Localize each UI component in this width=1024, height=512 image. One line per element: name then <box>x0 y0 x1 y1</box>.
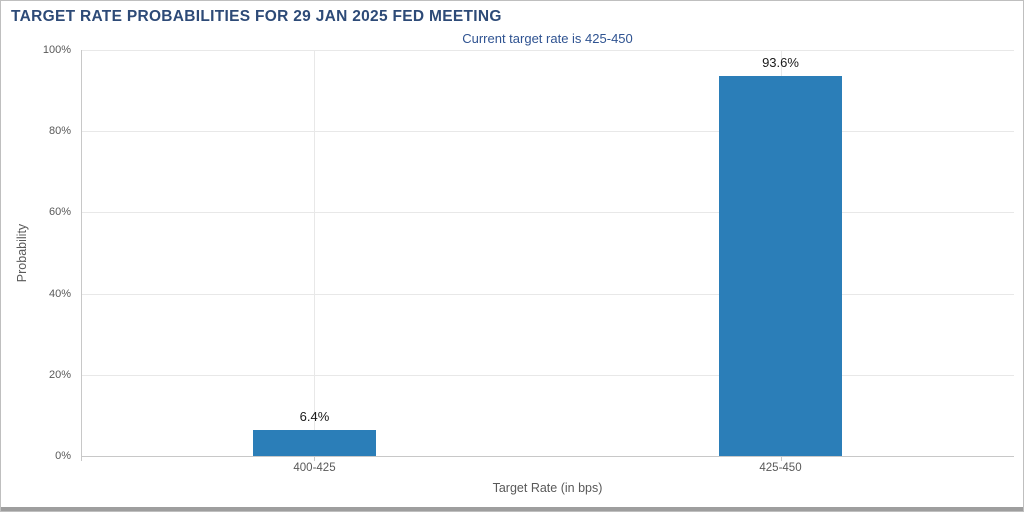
x-gridline <box>314 50 315 456</box>
bar-400-425[interactable] <box>253 430 376 456</box>
x-axis-title: Target Rate (in bps) <box>492 481 603 495</box>
y-tick-label: 60% <box>48 206 71 219</box>
bar-value-label: 93.6% <box>762 55 799 70</box>
bar-425-450[interactable] <box>719 76 842 456</box>
y-tick-label: 0% <box>55 450 71 462</box>
y-gridline <box>82 131 1014 133</box>
x-tick-label: 425-450 <box>759 462 802 474</box>
y-axis-line <box>81 50 82 461</box>
bottom-border <box>1 507 1023 511</box>
plot-area: 6.4% 93.6% <box>81 50 1014 456</box>
y-gridline <box>82 374 1014 376</box>
y-gridline <box>82 293 1014 295</box>
x-tick-mark <box>314 456 315 461</box>
y-tick-label: 40% <box>48 287 71 300</box>
y-gridline <box>82 212 1014 214</box>
bar-value-label: 6.4% <box>299 409 330 424</box>
y-tick-label: 100% <box>42 44 71 56</box>
y-gridline <box>82 50 1014 51</box>
y-tick-label: 20% <box>48 368 71 381</box>
x-tick-label: 400-425 <box>293 462 336 474</box>
chart-subtitle: Current target rate is 425-450 <box>462 31 633 46</box>
x-tick-mark <box>781 456 782 461</box>
y-axis-title: Probability <box>15 223 29 283</box>
x-axis-line <box>81 456 1014 457</box>
chart-title: TARGET RATE PROBABILITIES FOR 29 JAN 202… <box>11 8 502 25</box>
y-tick-label: 80% <box>48 125 71 138</box>
